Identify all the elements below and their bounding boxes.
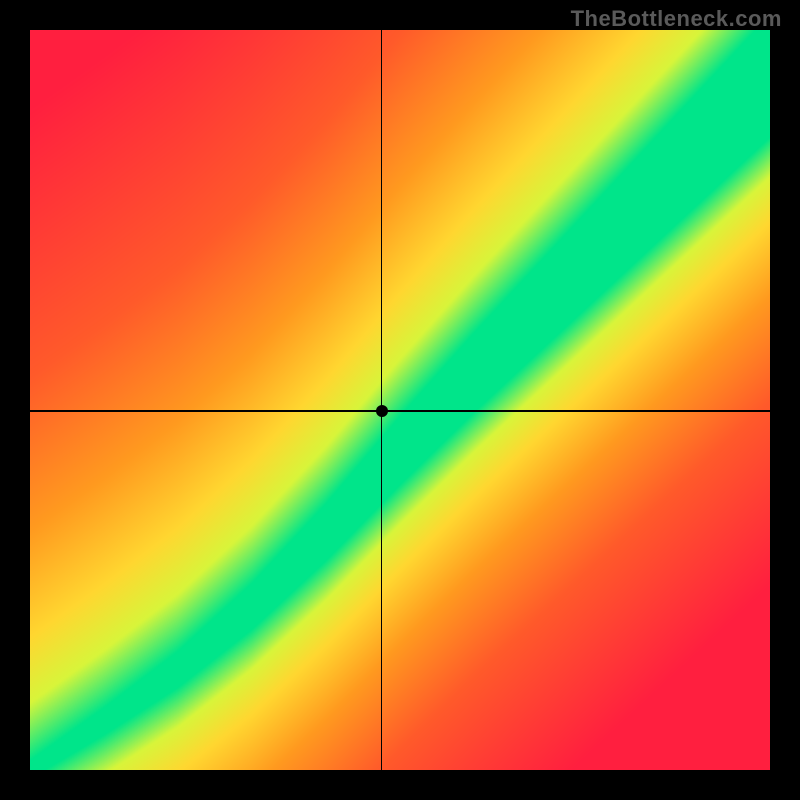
watermark-text: TheBottleneck.com	[571, 6, 782, 32]
crosshair-vertical	[381, 30, 382, 770]
selection-marker[interactable]	[376, 405, 388, 417]
crosshair-horizontal	[30, 410, 770, 411]
bottleneck-heatmap	[30, 30, 770, 770]
